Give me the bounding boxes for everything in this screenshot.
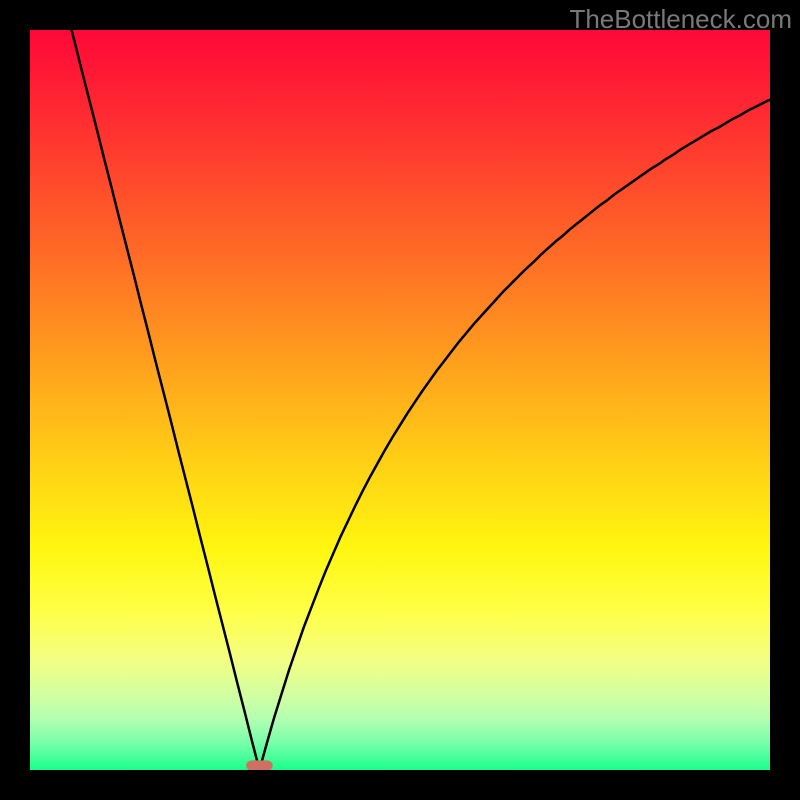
sweet-spot-marker (246, 760, 273, 770)
chart-container: TheBottleneck.com (0, 0, 800, 800)
bottleneck-chart (0, 0, 800, 800)
watermark-text: TheBottleneck.com (569, 4, 792, 35)
plot-background (30, 30, 770, 770)
